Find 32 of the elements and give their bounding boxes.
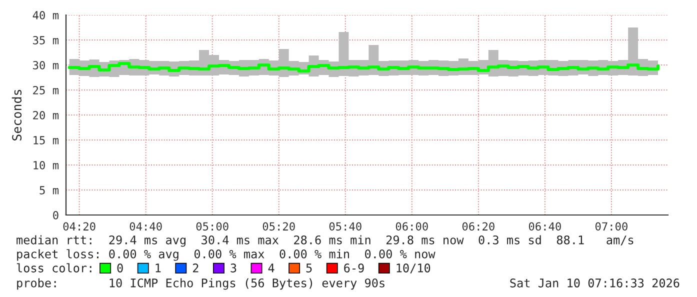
x-tick-label: 04:20: [63, 222, 96, 231]
y-tick-label: 15 m: [34, 136, 59, 144]
y-tick-label: 35 m: [33, 36, 59, 44]
legend-label: 4: [268, 264, 274, 272]
x-tick-label: 05:40: [329, 222, 362, 231]
text: packet loss: 0.00 % avg 0.00 % max 0.00 % min 0.00 % now: [17, 249, 436, 261]
x-tick-label: 06:20: [462, 222, 494, 231]
y-tick-label: 5 m: [40, 186, 59, 194]
y-tick-label: 20 m: [33, 111, 59, 120]
text: median rtt: 29.4 ms avg 30.4 ms max 28.6 ms min 29.8 ms now 0.3 ms sd 88.1 am/s: [16, 235, 634, 247]
legend-label: 0: [117, 264, 123, 272]
y-tick-label: 10 m: [34, 161, 59, 170]
legend-label: 3: [230, 264, 236, 272]
x-tick-label: 05:00: [196, 222, 228, 231]
x-tick-label: 04:40: [130, 222, 162, 231]
x-tick-label: 06:00: [396, 222, 428, 231]
legend-label: 6-9: [344, 264, 364, 272]
y-tick-label: 40 m: [32, 11, 59, 20]
legend-label: 2: [193, 264, 198, 272]
y-tick-label: 30 m: [33, 61, 59, 70]
legend-title: loss color:: [16, 263, 92, 272]
y-tick-label: 25 m: [33, 86, 59, 94]
x-tick-label: 07:00: [595, 222, 628, 231]
y-tick-label: 0: [53, 211, 58, 220]
x-tick-label: 06:40: [528, 222, 561, 231]
legend-label: 5: [306, 264, 312, 272]
text: probe: 10 ICMP Echo Pings (56 Bytes) every 90s: [17, 278, 384, 290]
legend-label: 10/10: [396, 264, 430, 274]
y-axis-title: Seconds: [12, 90, 22, 140]
legend-label: 1: [156, 264, 161, 272]
text: Sat Jan 10 07:16:33 2026: [510, 278, 680, 288]
x-tick-label: 05:20: [262, 222, 295, 231]
